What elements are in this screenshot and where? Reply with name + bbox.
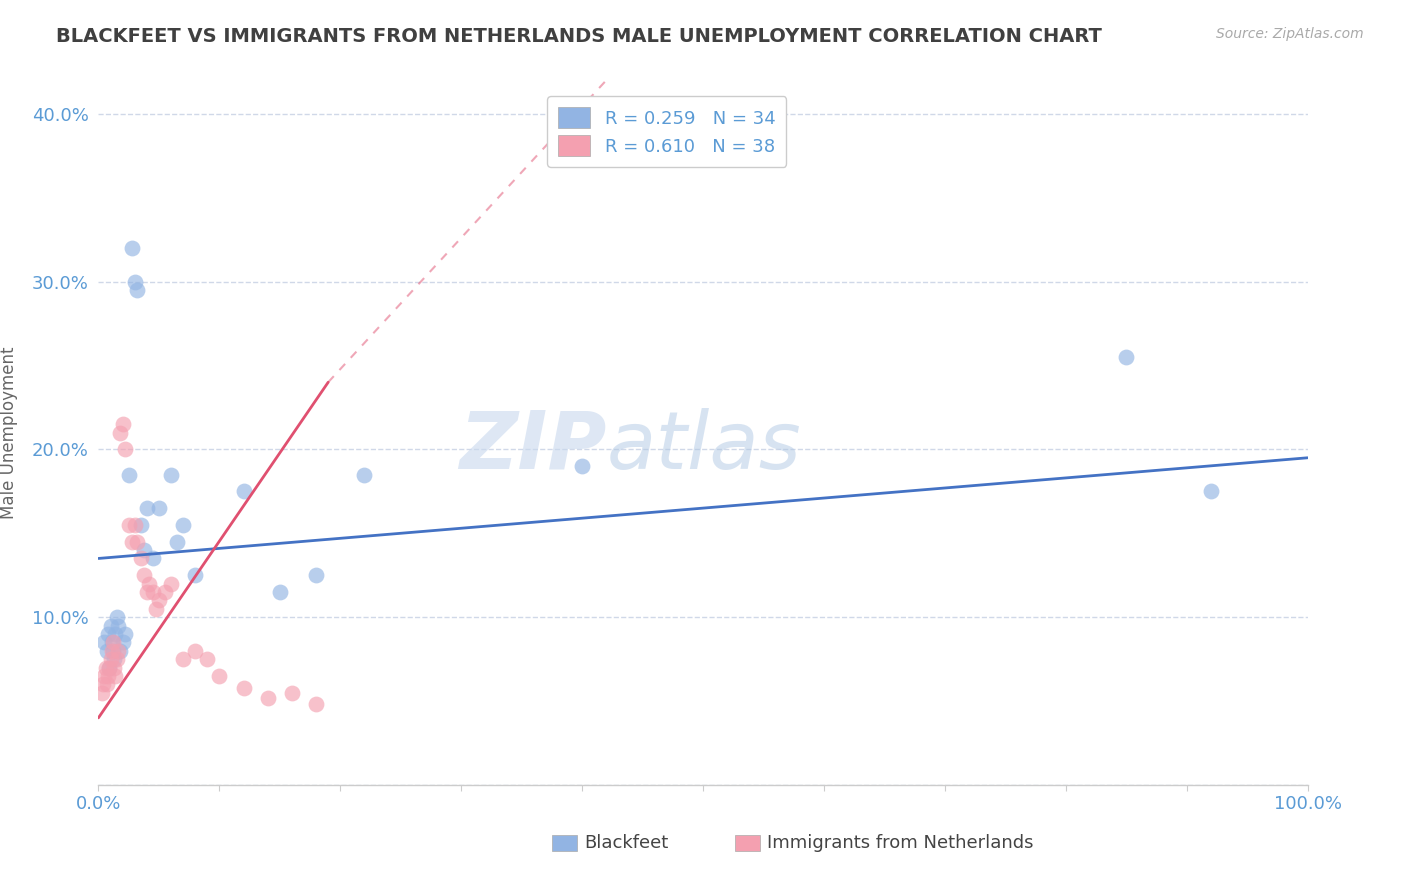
Point bbox=[105, 652, 128, 666]
Point bbox=[107, 644, 129, 658]
Point bbox=[305, 568, 328, 582]
Point bbox=[166, 534, 188, 549]
Point bbox=[172, 517, 194, 532]
Point bbox=[281, 686, 304, 700]
Point bbox=[96, 644, 118, 658]
Point bbox=[232, 484, 254, 499]
Point bbox=[127, 283, 149, 297]
Point bbox=[135, 501, 157, 516]
Point bbox=[108, 644, 131, 658]
Point bbox=[195, 652, 218, 666]
Point bbox=[105, 610, 128, 624]
Point bbox=[1199, 484, 1222, 499]
Point bbox=[118, 517, 141, 532]
Point bbox=[269, 585, 291, 599]
Point bbox=[256, 690, 278, 705]
Point bbox=[100, 618, 122, 632]
Point bbox=[107, 618, 129, 632]
Point bbox=[127, 534, 149, 549]
Point bbox=[134, 543, 156, 558]
Point bbox=[129, 551, 152, 566]
Point bbox=[114, 627, 136, 641]
Point bbox=[100, 652, 122, 666]
Point bbox=[124, 275, 146, 289]
Y-axis label: Male Unemployment: Male Unemployment bbox=[0, 346, 18, 519]
Point bbox=[101, 635, 124, 649]
Point bbox=[353, 467, 375, 482]
Point bbox=[121, 241, 143, 255]
Point bbox=[97, 627, 120, 641]
Point bbox=[103, 660, 125, 674]
Point bbox=[97, 669, 120, 683]
Point bbox=[111, 635, 134, 649]
Point bbox=[134, 568, 156, 582]
Text: atlas: atlas bbox=[606, 408, 801, 486]
Point bbox=[232, 681, 254, 695]
Text: Immigrants from Netherlands: Immigrants from Netherlands bbox=[768, 834, 1033, 852]
Point bbox=[121, 534, 143, 549]
Point bbox=[100, 644, 122, 658]
Text: Source: ZipAtlas.com: Source: ZipAtlas.com bbox=[1216, 27, 1364, 41]
Point bbox=[94, 660, 117, 674]
Point bbox=[98, 660, 121, 674]
Point bbox=[153, 585, 176, 599]
Point bbox=[118, 467, 141, 482]
Point bbox=[129, 517, 152, 532]
Legend: R = 0.259   N = 34, R = 0.610   N = 38: R = 0.259 N = 34, R = 0.610 N = 38 bbox=[547, 96, 786, 167]
Point bbox=[148, 501, 170, 516]
Point bbox=[103, 652, 125, 666]
Point bbox=[91, 686, 114, 700]
Point bbox=[305, 698, 328, 712]
Point bbox=[111, 417, 134, 432]
Text: BLACKFEET VS IMMIGRANTS FROM NETHERLANDS MALE UNEMPLOYMENT CORRELATION CHART: BLACKFEET VS IMMIGRANTS FROM NETHERLANDS… bbox=[56, 27, 1102, 45]
Point bbox=[142, 585, 165, 599]
Point bbox=[93, 635, 115, 649]
Text: ZIP: ZIP bbox=[458, 408, 606, 486]
Text: Blackfeet: Blackfeet bbox=[585, 834, 668, 852]
Point bbox=[208, 669, 231, 683]
Point bbox=[148, 593, 170, 607]
Point bbox=[184, 644, 207, 658]
Point bbox=[160, 467, 183, 482]
Point bbox=[142, 551, 165, 566]
Point bbox=[172, 652, 194, 666]
Point bbox=[1115, 350, 1137, 364]
Point bbox=[138, 576, 160, 591]
Point bbox=[108, 425, 131, 440]
Point bbox=[135, 585, 157, 599]
Point bbox=[160, 576, 183, 591]
Point bbox=[91, 677, 114, 691]
Point bbox=[571, 459, 593, 474]
Point bbox=[114, 442, 136, 457]
Point bbox=[101, 644, 124, 658]
Point bbox=[145, 602, 167, 616]
Point bbox=[96, 677, 118, 691]
Point bbox=[104, 627, 127, 641]
Point bbox=[124, 517, 146, 532]
Point bbox=[100, 635, 122, 649]
Point bbox=[184, 568, 207, 582]
Point bbox=[93, 669, 115, 683]
Point bbox=[104, 669, 127, 683]
Point bbox=[98, 660, 121, 674]
